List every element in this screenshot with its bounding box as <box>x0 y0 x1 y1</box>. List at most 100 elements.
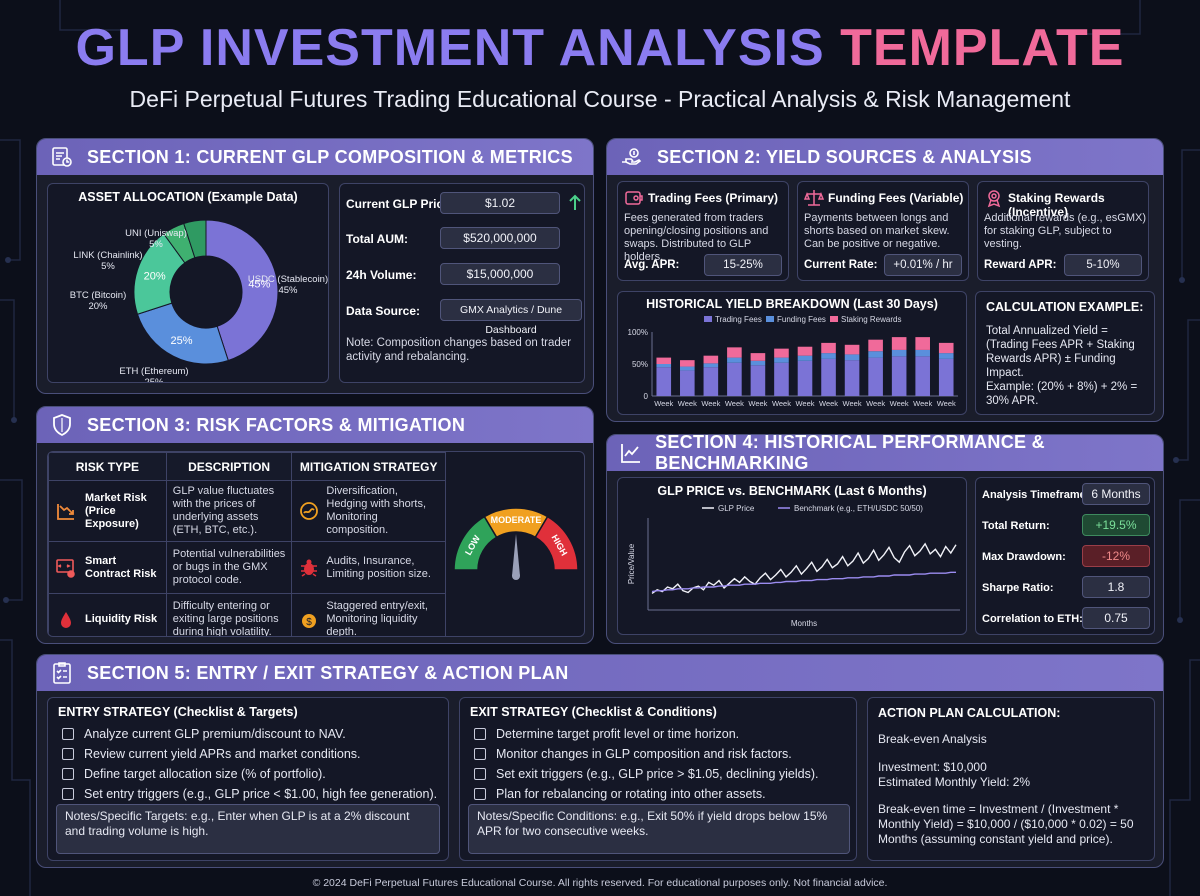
slice-percent-label: 25% <box>170 335 192 347</box>
metric-label: Data Source: <box>346 304 421 318</box>
entry-checklist-item[interactable]: Review current yield APRs and market con… <box>62 744 446 764</box>
gauge-segment <box>534 515 579 571</box>
yield-bar-segment <box>868 357 883 396</box>
calc-example: Example: (20% + 8%) + 2% = 30% APR. <box>986 381 1138 407</box>
section3-header: SECTION 3: RISK FACTORS & MITIGATION <box>37 407 593 443</box>
entry-checklist-item[interactable]: Analyze current GLP premium/discount to … <box>62 724 446 744</box>
yield-bar-segment <box>915 356 930 396</box>
allocation-title: ASSET ALLOCATION (Example Data) <box>78 190 298 204</box>
x-tick-label: Week <box>678 399 697 408</box>
calc-title: CALCULATION EXAMPLE: <box>986 300 1144 314</box>
page-title: GLP INVESTMENT ANALYSIS TEMPLATE <box>0 18 1200 78</box>
checkbox[interactable] <box>474 788 486 800</box>
performance-metric-value: 0.75 <box>1082 607 1150 629</box>
risk-mitigation-cell: Audits, Insurance, Limiting position siz… <box>291 541 446 594</box>
x-tick-label: Week <box>819 399 838 408</box>
exit-checklist-item[interactable]: Determine target profit level or time ho… <box>474 724 854 744</box>
risk-table: RISK TYPE DESCRIPTION MITIGATION STRATEG… <box>48 452 446 636</box>
checkbox[interactable] <box>62 748 74 760</box>
series-line <box>651 542 957 594</box>
yield-bar-segment <box>938 353 954 359</box>
line-chart-icon <box>619 440 643 466</box>
checklist-item-text: Plan for rebalancing or rotating into ot… <box>496 787 766 801</box>
checkbox[interactable] <box>474 768 486 780</box>
shield-icon <box>49 412 75 438</box>
yield-bar-segment <box>938 342 954 354</box>
performance-metric-label: Max Drawdown: <box>982 551 1066 563</box>
performance-metric-row: Max Drawdown: -12% <box>982 545 1150 569</box>
allocation-percent-label: 5% <box>101 261 115 272</box>
risk-type-cell: Liquidity Risk <box>48 593 167 636</box>
yield-bar-segment <box>727 347 742 358</box>
yield-chart-title: HISTORICAL YIELD BREAKDOWN (Last 30 Days… <box>646 297 938 311</box>
yield-bar-segment <box>797 355 813 361</box>
metric-label: Current GLP Price: <box>346 197 454 211</box>
yield-bar-segment <box>821 342 836 354</box>
entry-strategy-box: ENTRY STRATEGY (Checklist & Targets) Ana… <box>47 697 449 861</box>
performance-metric-label: Correlation to ETH: <box>982 613 1083 625</box>
checklist-item-text: Set exit triggers (e.g., GLP price > $1.… <box>496 767 819 781</box>
x-tick-label: Week <box>772 399 791 408</box>
hand-coin-icon <box>619 144 645 170</box>
checklist-item-text: Review current yield APRs and market con… <box>84 747 361 761</box>
action-line4: Break-even time = Investment / (Investme… <box>878 802 1134 846</box>
exit-checklist-item[interactable]: Plan for rebalancing or rotating into ot… <box>474 784 854 804</box>
yield-bar-segment <box>750 353 766 361</box>
entry-title: ENTRY STRATEGY (Checklist & Targets) <box>58 705 298 719</box>
metric-value: $1.02 <box>440 192 560 214</box>
yield-card-desc: Additional rewards (e.g., esGMX) for sta… <box>984 212 1147 250</box>
exit-checklist-item[interactable]: Monitor changes in GLP composition and r… <box>474 744 854 764</box>
gauge-label: MODERATE <box>491 515 542 525</box>
yield-card-metric-value: +0.01% / hr <box>884 254 962 276</box>
calc-formula: Total Annualized Yield = (Trading Fees A… <box>986 325 1135 379</box>
yield-card: Trading Fees (Primary) Fees generated fro… <box>617 181 789 281</box>
checkbox[interactable] <box>62 768 74 780</box>
performance-metric-value: +19.5% <box>1082 514 1150 536</box>
checkbox[interactable] <box>62 788 74 800</box>
entry-checklist-item[interactable]: Set entry triggers (e.g., GLP price < $1… <box>62 784 446 804</box>
yield-card: Funding Fees (Variable) Payments between … <box>797 181 969 281</box>
risk-type-cell: Market Risk (Price Exposure) <box>48 480 167 542</box>
x-tick-label: Week <box>748 399 767 408</box>
yield-card-title: Trading Fees (Primary) <box>648 191 779 205</box>
yield-breakdown-box: HISTORICAL YIELD BREAKDOWN (Last 30 Days… <box>617 291 967 415</box>
yield-bar-segment <box>774 362 789 396</box>
exit-notes[interactable]: Notes/Specific Conditions: e.g., Exit 50… <box>468 804 850 854</box>
exit-checklist-item[interactable]: Set exit triggers (e.g., GLP price > $1.… <box>474 764 854 784</box>
checkbox[interactable] <box>474 728 486 740</box>
checklist-item-text: Analyze current GLP premium/discount to … <box>84 727 346 741</box>
checkbox[interactable] <box>62 728 74 740</box>
metric-value: $15,000,000 <box>440 263 560 285</box>
performance-metric-row: Sharpe Ratio: 1.8 <box>982 576 1150 600</box>
risk-table-box: RISK TYPE DESCRIPTION MITIGATION STRATEG… <box>47 451 585 637</box>
y-tick-label: 100% <box>628 328 648 337</box>
x-tick-label: Week <box>913 399 932 408</box>
action-line1: Break-even Analysis <box>878 732 987 746</box>
metric-label: Total AUM: <box>346 232 408 246</box>
bug-icon <box>298 557 320 579</box>
entry-notes[interactable]: Notes/Specific Targets: e.g., Enter when… <box>56 804 440 854</box>
risk-row: Market Risk (Price Exposure) GLP value fl… <box>48 480 446 542</box>
section2-title: SECTION 2: YIELD SOURCES & ANALYSIS <box>657 146 1032 167</box>
allocation-category-label: USDC (Stablecoin) <box>248 274 328 285</box>
allocation-percent-label: 5% <box>149 239 163 250</box>
yield-bar-segment <box>868 339 883 352</box>
performance-metric-row: Total Return: +19.5% <box>982 514 1150 538</box>
yield-bar-segment <box>891 337 907 350</box>
yield-bar-segment <box>774 348 789 358</box>
performance-metric-label: Sharpe Ratio: <box>982 582 1054 594</box>
checkbox[interactable] <box>474 748 486 760</box>
metric-row: Current GLP Price: $1.02 <box>346 192 582 216</box>
performance-metric-row: Correlation to ETH: 0.75 <box>982 607 1150 631</box>
section1-title: SECTION 1: CURRENT GLP COMPOSITION & MET… <box>87 146 573 167</box>
mitigation-wrap: $ Staggered entry/exit, Monitoring liquid… <box>298 600 439 636</box>
yield-card-desc: Fees generated from traders opening/clos… <box>624 212 769 263</box>
entry-checklist-item[interactable]: Define target allocation size (% of port… <box>62 764 446 784</box>
yield-card-desc: Payments between longs and shorts based … <box>804 212 950 250</box>
hedge-icon <box>298 500 320 522</box>
risk-type-cell: Smart Contract Risk <box>48 541 167 594</box>
exit-strategy-box: EXIT STRATEGY (Checklist & Conditions) D… <box>459 697 857 861</box>
series-line <box>651 571 956 593</box>
checklist-icon <box>49 660 75 686</box>
x-tick-label: Week <box>890 399 909 408</box>
